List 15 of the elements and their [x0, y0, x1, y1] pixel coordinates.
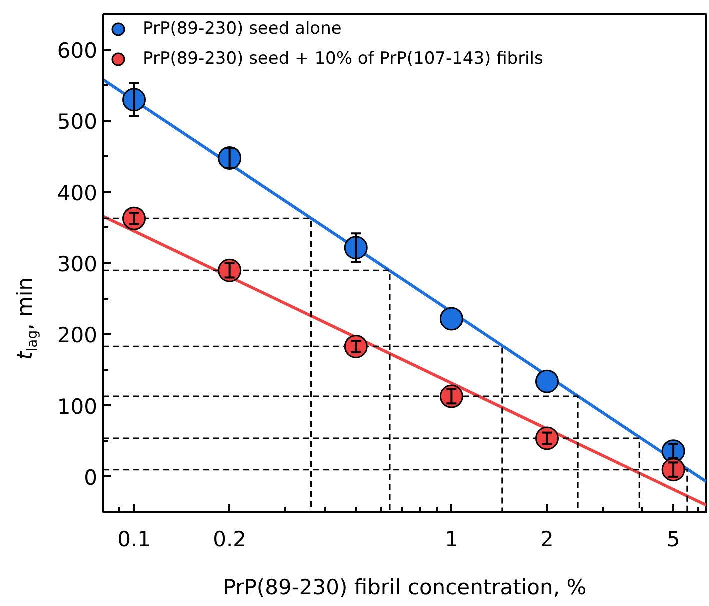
x-tick-label: 1: [445, 528, 458, 552]
x-tick-label: 2: [540, 528, 554, 552]
legend-label: PrP(89-230) seed alone: [143, 19, 342, 39]
y-tick-label: 600: [57, 39, 98, 64]
x-tick-label: 5: [666, 528, 680, 552]
y-tick-label: 500: [57, 110, 98, 134]
x-axis-title: PrP(89-230) fibril concentration, %: [223, 576, 587, 600]
y-tick-label: 0: [84, 466, 98, 490]
legend-label: PrP(89-230) seed + 10% of PrP(107-143) fibrils: [143, 49, 544, 69]
x-tick-label: 0.1: [118, 528, 151, 552]
y-tick-label: 200: [57, 324, 98, 348]
y-tick-label: 300: [57, 252, 98, 276]
x-tick-label: 0.2: [213, 528, 247, 552]
y-tick-label: 400: [57, 181, 98, 206]
y-tick-label: 100: [57, 394, 98, 419]
